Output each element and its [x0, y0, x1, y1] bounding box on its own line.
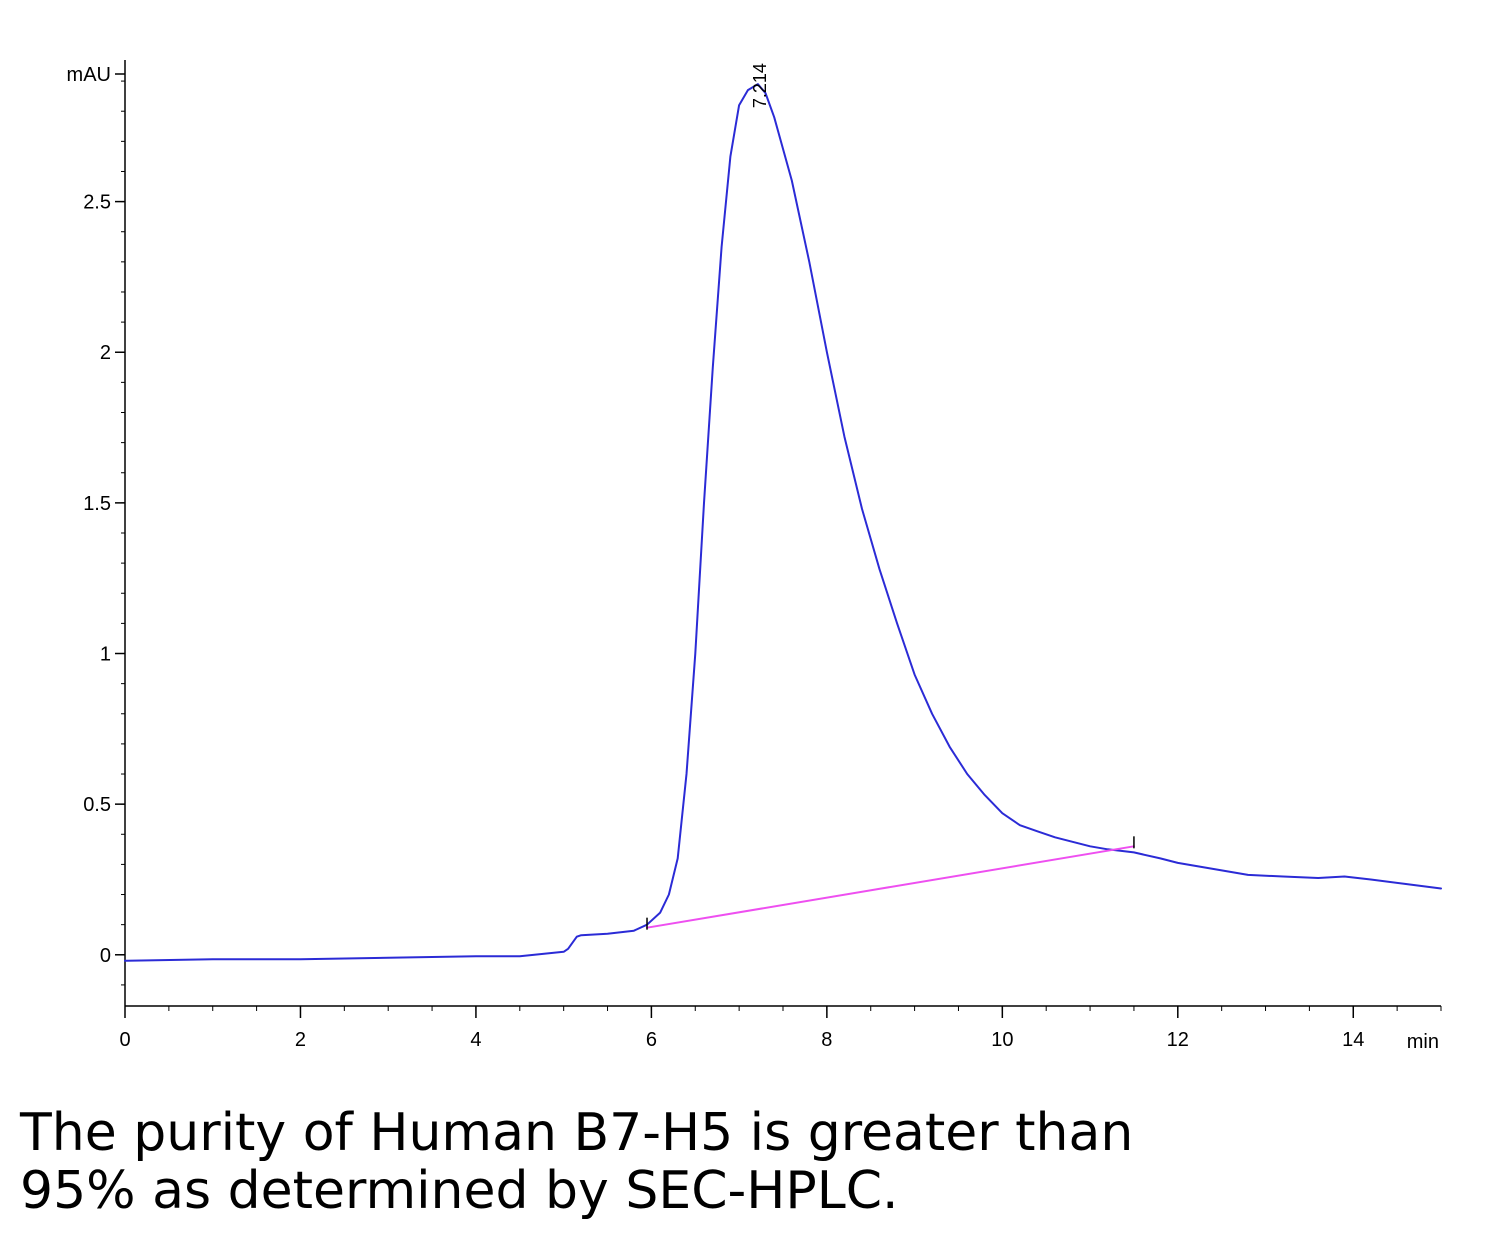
chart-annotations: 7.214 [750, 63, 770, 108]
x-axis-label: min [1407, 1031, 1439, 1053]
integration-baseline [646, 845, 1135, 929]
y-tick-label: 1 [100, 644, 111, 666]
y-tick-label: 1.5 [83, 493, 111, 515]
y-tick-label: 0.5 [83, 794, 111, 816]
x-tick-label: 12 [1167, 1029, 1189, 1051]
x-tick-label: 14 [1342, 1029, 1364, 1051]
y-tick-label: 0 [100, 945, 111, 967]
y-tick-label: 2.5 [83, 192, 111, 214]
x-tick-label: 4 [470, 1029, 481, 1051]
chromatogram-chart: 0 0.5 1 1.5 2 2.5 mAU 0 2 4 6 8 10 12 14 min 7.214 [67, 60, 1442, 1053]
peak-retention-label: 7.214 [750, 63, 770, 108]
x-tick-label: 0 [119, 1029, 130, 1051]
y-axis-label: mAU [67, 64, 111, 86]
chart-axes: 0 0.5 1 1.5 2 2.5 mAU 0 2 4 6 8 10 12 14 min [67, 60, 1442, 1053]
x-tick-label: 10 [991, 1029, 1013, 1051]
y-tick-label: 2 [100, 342, 111, 364]
caption: The purity of Human B7-H5 is greater tha… [20, 1104, 1480, 1220]
x-tick-label: 2 [295, 1029, 306, 1051]
chromatogram-trace [124, 83, 1442, 962]
chart-series [124, 83, 1442, 962]
x-tick-label: 8 [821, 1029, 832, 1051]
x-tick-label: 6 [646, 1029, 657, 1051]
caption-line-1: The purity of Human B7-H5 is greater tha… [20, 1103, 1134, 1163]
caption-line-2: 95% as determined by SEC-HPLC. [20, 1161, 899, 1221]
